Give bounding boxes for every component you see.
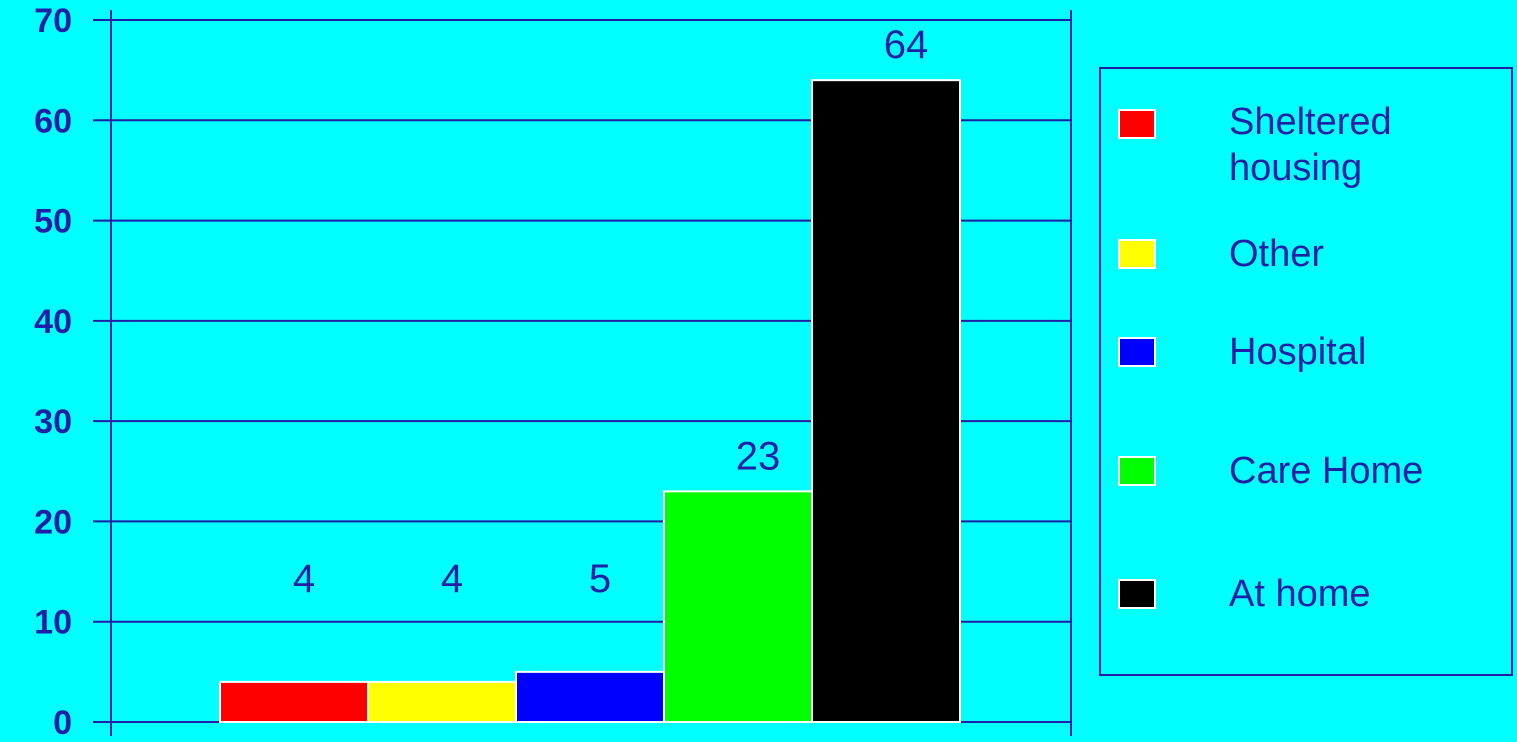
- bar: [367, 680, 517, 724]
- legend-label: Hospital: [1229, 331, 1367, 373]
- legend-label: Sheltered housing: [1229, 101, 1392, 189]
- data-label: 23: [736, 434, 781, 478]
- y-tick-label: 40: [34, 303, 72, 341]
- bar: [811, 79, 961, 723]
- legend-swatch: [1118, 109, 1156, 139]
- legend: Sheltered housing Other Hospital Care Ho…: [1099, 67, 1513, 676]
- bar: [663, 490, 813, 724]
- legend-swatch: [1118, 579, 1156, 609]
- y-tick-label: 30: [34, 403, 72, 441]
- data-label: 4: [293, 557, 315, 601]
- data-label: 64: [884, 23, 929, 67]
- y-tick-label: 10: [34, 604, 72, 642]
- legend-label: Other: [1229, 233, 1325, 275]
- data-labels: 4 4 5 23 64: [293, 23, 928, 601]
- y-tick-labels: 0 10 20 30 40 50 60 70: [34, 2, 72, 742]
- y-tick-label: 20: [34, 503, 72, 541]
- y-tick-label: 50: [34, 203, 72, 241]
- y-tick-label: 70: [34, 2, 72, 40]
- legend-swatch: [1118, 456, 1156, 486]
- legend-label: Care Home: [1229, 450, 1424, 492]
- data-label: 5: [589, 557, 611, 601]
- y-tick-label: 0: [53, 704, 72, 742]
- legend-swatch: [1118, 239, 1156, 269]
- bar: [515, 670, 665, 723]
- legend-swatch: [1118, 337, 1156, 367]
- gridlines: [111, 19, 1071, 723]
- bar: [219, 680, 369, 724]
- bars: [219, 79, 961, 724]
- y-tick-label: 60: [34, 102, 72, 140]
- legend-label: At home: [1229, 573, 1371, 615]
- data-label: 4: [441, 557, 463, 601]
